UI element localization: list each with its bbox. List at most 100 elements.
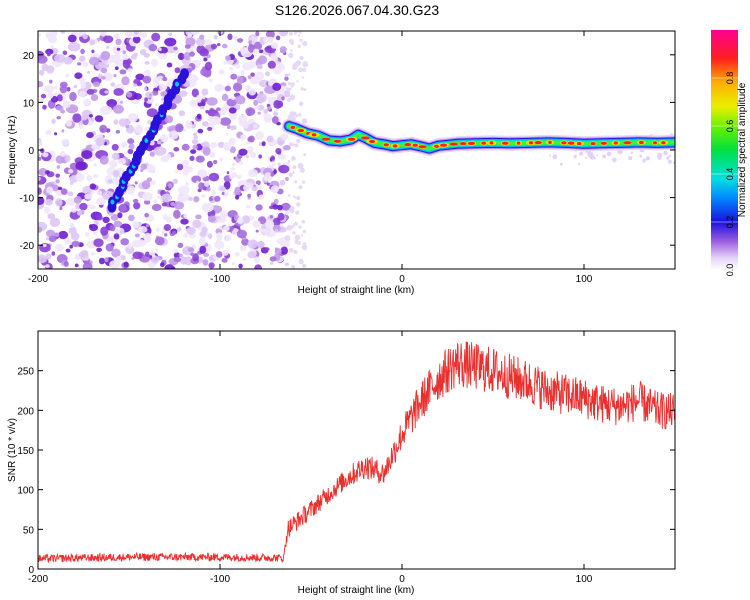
speckle-blob (79, 77, 86, 85)
speckle-blob (100, 226, 109, 236)
speckle-blob (294, 234, 301, 241)
speckle-blob (56, 116, 61, 120)
speckle-blob (602, 154, 606, 159)
x-tick-label: 100 (576, 274, 593, 285)
speckle-blob (177, 242, 184, 248)
speckle-blob (284, 210, 289, 216)
speckle-blob (269, 205, 274, 210)
speckle-blob (248, 61, 256, 69)
speckle-blob (49, 79, 53, 84)
speckle-blob (228, 137, 236, 146)
speckle-blob (278, 153, 286, 160)
speckle-blob (140, 163, 147, 170)
speckle-blob (104, 90, 109, 94)
speckle-blob (206, 186, 211, 192)
speckle-blob (123, 261, 129, 268)
speckle-blob (108, 160, 118, 168)
speckle-blob (158, 47, 162, 52)
speckle-blob (291, 156, 296, 161)
speckle-blob (74, 263, 79, 268)
speckle-blob (99, 105, 113, 115)
speckle-blob (87, 70, 91, 75)
speckle-blob (281, 202, 291, 211)
speckle-blob (82, 262, 93, 269)
speckle-blob (60, 109, 66, 114)
speckle-blob (176, 227, 182, 232)
speckle-blob (189, 100, 198, 107)
speckle-blob (230, 167, 235, 171)
speckle-blob (247, 136, 253, 142)
speckle-blob (294, 114, 299, 118)
speckle-blob (83, 98, 92, 107)
speckle-blob (235, 95, 246, 105)
speckle-blob (53, 232, 60, 237)
speckle-blob (71, 240, 80, 247)
speckle-blob (88, 114, 93, 118)
speckle-blob (277, 204, 283, 211)
speckle-blob (67, 42, 81, 52)
speckle-blob (114, 52, 121, 60)
speckle-blob (264, 247, 270, 251)
speckle-blob (221, 257, 228, 263)
speckle-blob (42, 243, 47, 248)
speckle-blob (205, 110, 210, 114)
speckle-blob (80, 48, 85, 55)
speckle-blob (113, 220, 123, 228)
speckle-blob (45, 229, 56, 238)
x-tick-label: 0 (399, 274, 405, 285)
speckle-blob (39, 69, 45, 76)
speckle-blob (298, 185, 303, 190)
speckle-blob (257, 55, 268, 65)
track-core (311, 133, 317, 137)
speckle-blob (195, 143, 203, 151)
y-tick-label: 200 (17, 406, 34, 417)
speckle-blob (287, 160, 291, 163)
speckle-blob (40, 93, 47, 99)
signal-track (281, 118, 675, 157)
speckle-blob (95, 137, 105, 147)
speckle-blob (291, 264, 296, 269)
speckle-blob (133, 93, 142, 100)
speckle-blob (273, 111, 278, 117)
snr-frame (37, 330, 676, 570)
speckle-blob (265, 31, 275, 39)
speckle-blob (53, 85, 58, 90)
track-core (534, 141, 542, 145)
speckle-blob (289, 32, 293, 36)
speckle-blob (288, 52, 294, 59)
speckle-blob (115, 209, 119, 213)
speckle-blob (69, 222, 75, 228)
speckle-blob (55, 198, 63, 207)
speckle-blob (278, 164, 290, 174)
track-core (548, 140, 552, 144)
speckle-blob (178, 185, 190, 195)
speckle-blob (271, 116, 279, 124)
speckle-blob (218, 69, 225, 75)
track-core (661, 141, 666, 145)
speckle-blob (75, 161, 87, 171)
speckle-blob (117, 212, 123, 219)
speckle-blob (219, 117, 232, 126)
speckle-blob (245, 155, 249, 158)
speckle-blob (63, 56, 73, 65)
speckle-blob (119, 69, 127, 75)
speckle-blob (54, 132, 58, 136)
speckle-blob (149, 151, 155, 157)
snr-series (38, 341, 675, 564)
speckle-blob (226, 98, 237, 107)
speckle-blob (296, 80, 299, 83)
speckle-blob (255, 183, 259, 187)
track-core (639, 140, 644, 145)
speckle-blob (630, 151, 634, 154)
track-core (590, 142, 596, 146)
speckle-blob (155, 227, 160, 232)
speckle-blob (204, 181, 210, 187)
speckle-blob (203, 252, 210, 257)
speckle-blob (51, 184, 60, 192)
y-tick-label: 50 (23, 525, 35, 536)
speckle-blob (112, 176, 121, 186)
speckle-blob (70, 232, 80, 241)
y-tick-label: 0 (28, 565, 34, 576)
speckle-blob (65, 73, 70, 78)
speckle-blob (99, 124, 108, 134)
